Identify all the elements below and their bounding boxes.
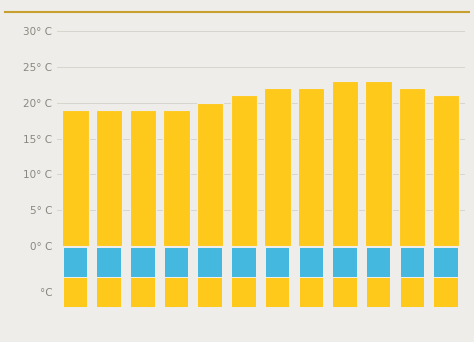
Text: D: D (441, 256, 451, 269)
Text: S: S (341, 256, 349, 269)
Text: M: M (204, 256, 216, 269)
Text: 21: 21 (438, 286, 454, 300)
Text: 22: 22 (404, 286, 420, 300)
Bar (231, 95, 257, 246)
Bar (130, 110, 156, 246)
Text: N: N (407, 256, 417, 269)
Bar (332, 81, 358, 246)
Bar (197, 103, 223, 246)
Text: °C: °C (39, 288, 52, 298)
Bar (298, 88, 324, 246)
Bar (62, 110, 89, 246)
Bar (264, 88, 291, 246)
Bar (164, 110, 190, 246)
Text: 22: 22 (303, 286, 319, 300)
Text: O: O (374, 256, 383, 269)
Bar (365, 81, 392, 246)
Text: A: A (172, 256, 181, 269)
Text: F: F (105, 256, 113, 269)
Text: J: J (242, 256, 246, 269)
Bar (399, 88, 426, 246)
Text: 20: 20 (202, 286, 219, 300)
Text: J: J (275, 256, 280, 269)
Text: 21: 21 (236, 286, 252, 300)
Text: M: M (137, 256, 149, 269)
Text: 19: 19 (101, 286, 117, 300)
Text: 23: 23 (337, 286, 353, 300)
Text: 19: 19 (168, 286, 185, 300)
Text: 19: 19 (135, 286, 151, 300)
Bar (433, 95, 459, 246)
Text: 19: 19 (67, 286, 83, 300)
Text: J: J (73, 256, 78, 269)
Text: 22: 22 (269, 286, 286, 300)
Bar (96, 110, 122, 246)
Text: 23: 23 (371, 286, 387, 300)
Text: A: A (307, 256, 316, 269)
